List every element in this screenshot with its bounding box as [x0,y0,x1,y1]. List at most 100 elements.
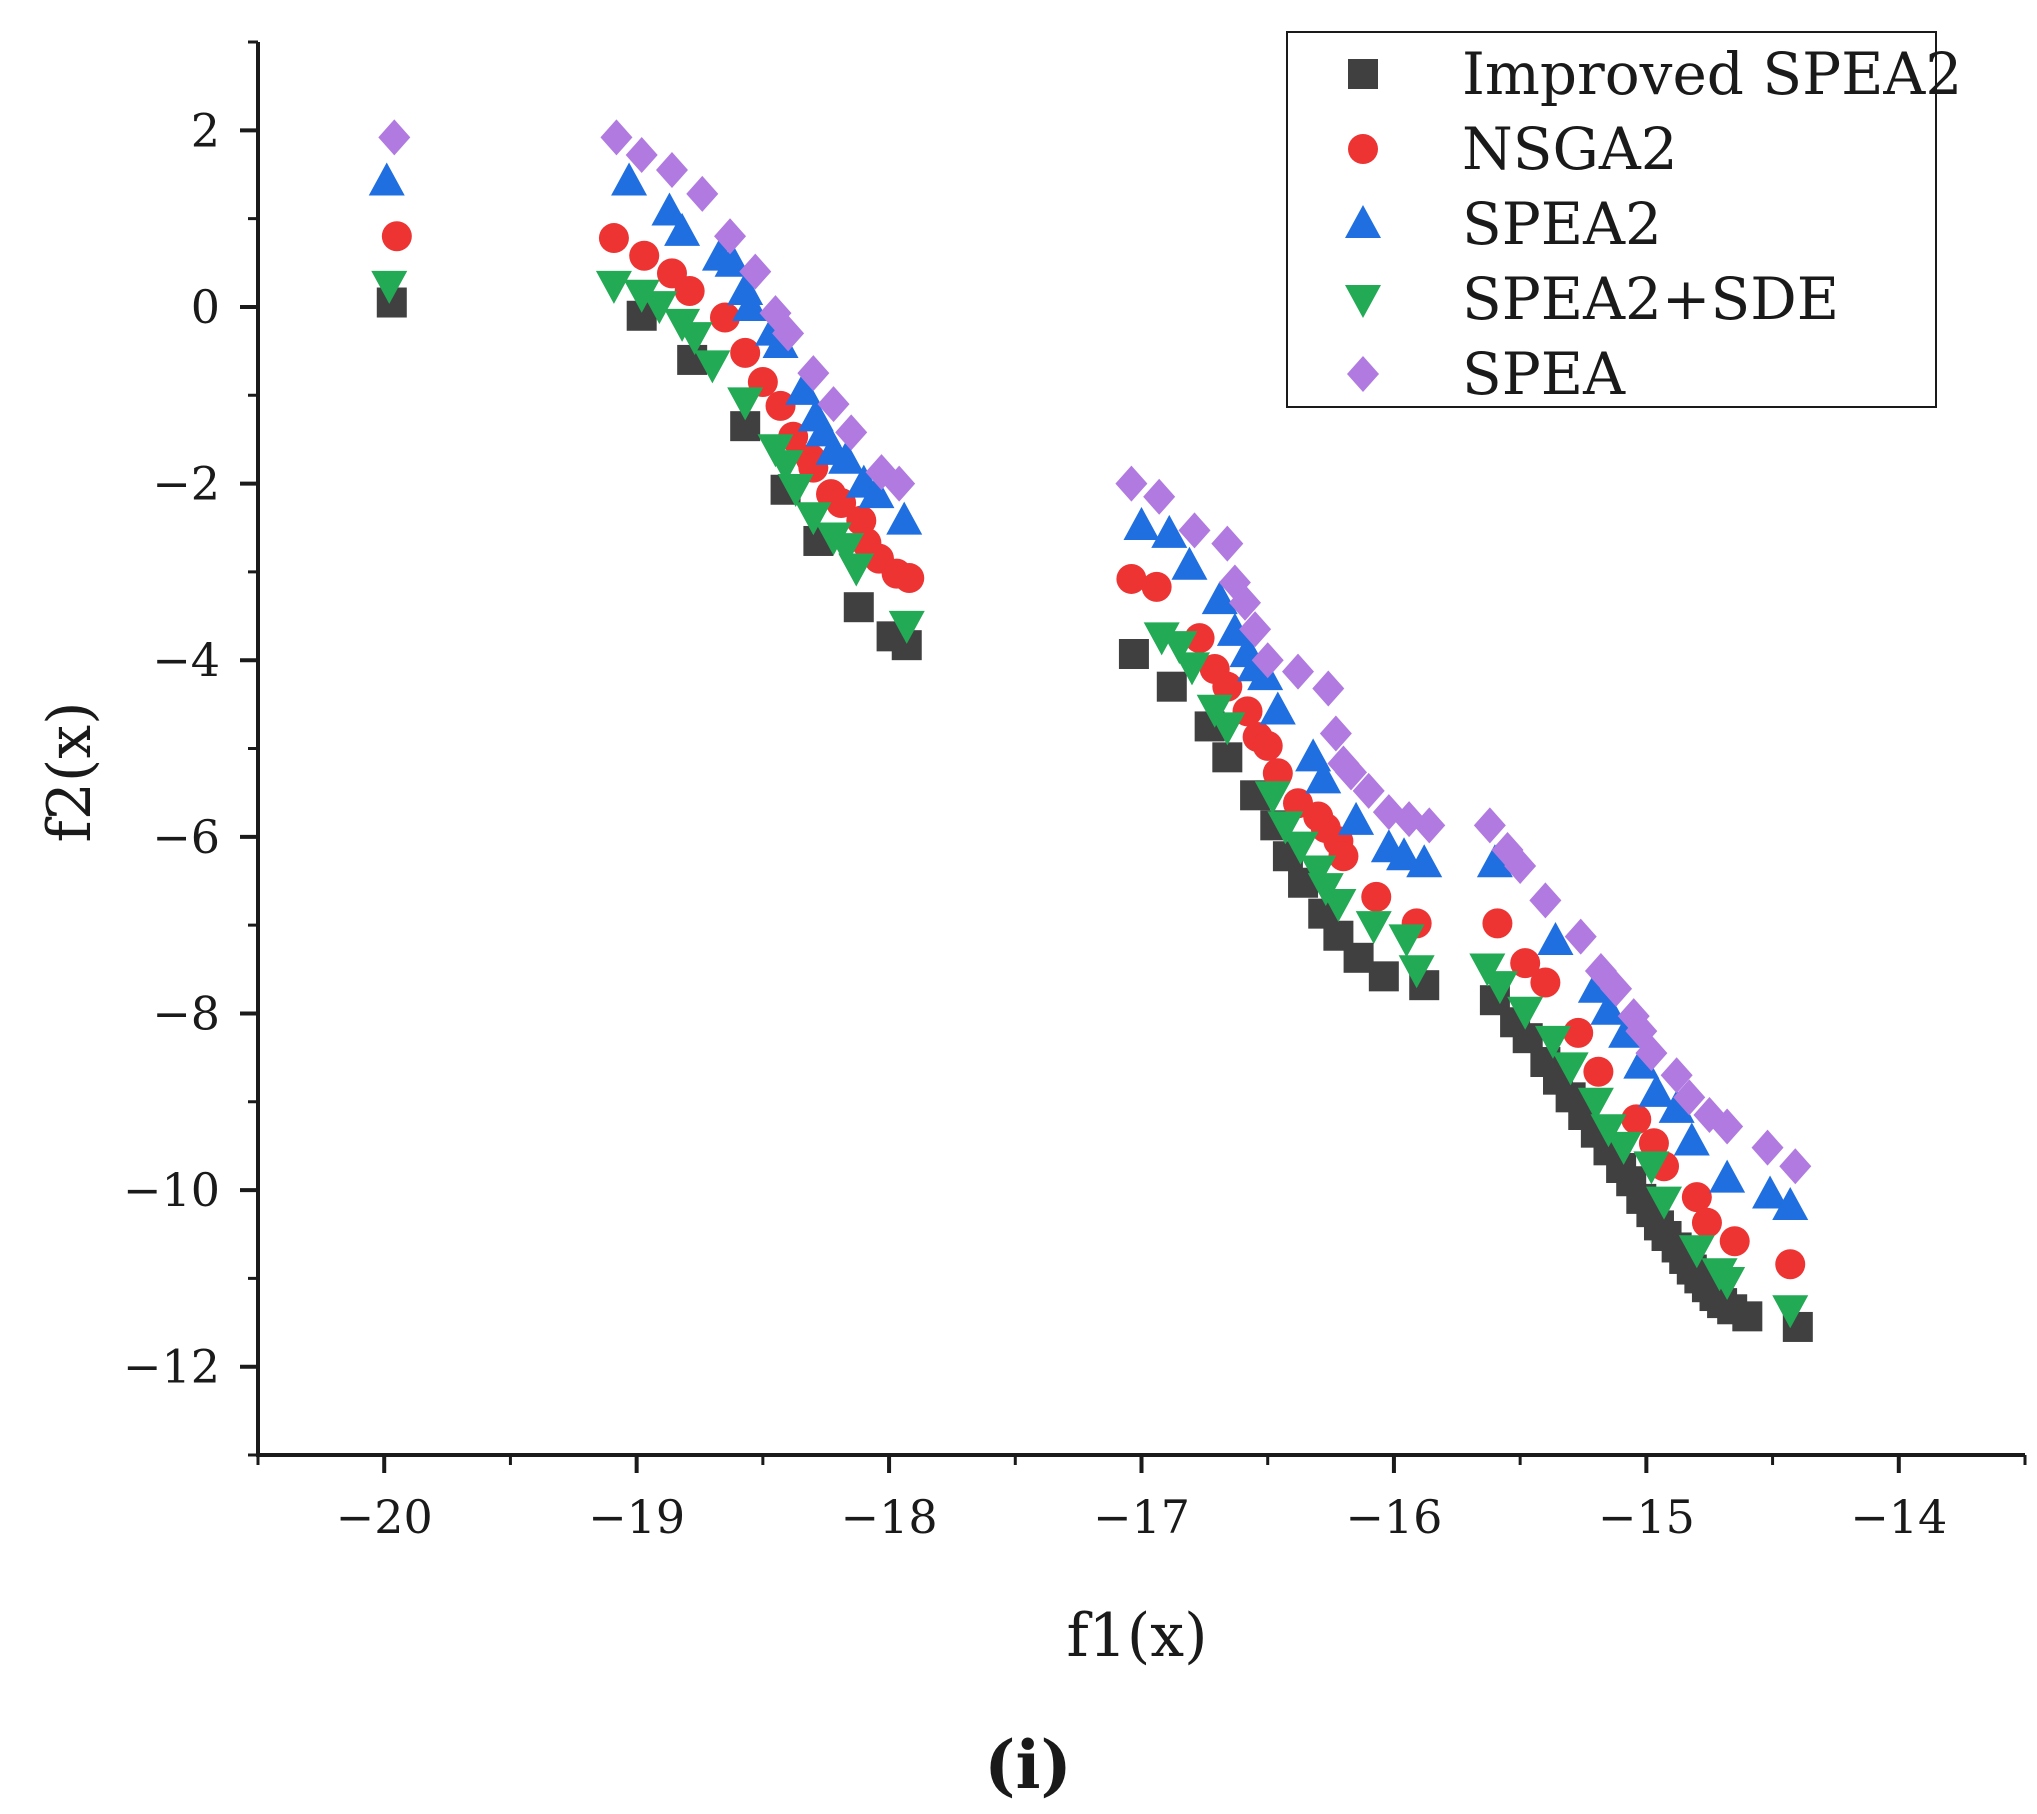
data-point [1658,1089,1695,1123]
series-spea2 [368,162,1809,1220]
data-point [641,291,678,325]
data-point [727,387,764,421]
data-point [1368,961,1399,992]
data-point [1681,1182,1712,1213]
data-point [1534,1025,1571,1059]
data-point [598,223,629,254]
data-point [664,212,701,246]
y-tick-label: −2 [152,457,220,511]
data-point [1779,1148,1812,1185]
data-point [1473,807,1506,844]
data-point [1638,1128,1669,1159]
data-point [655,152,688,189]
data-point [1552,1052,1589,1086]
data-point [1386,837,1423,871]
data-point [1361,881,1392,912]
data-point [1156,671,1187,702]
data-point [1633,1151,1670,1185]
data-point [1709,1267,1746,1301]
data-point [1711,1108,1744,1145]
data-point [1343,942,1374,973]
data-point [838,553,875,587]
data-point [1116,563,1147,594]
data-point [1305,760,1342,794]
data-point [1507,996,1544,1030]
data-point [1212,671,1243,702]
data-point [785,371,822,405]
data-point [1678,1235,1715,1269]
data-point [1617,998,1650,1035]
legend: Improved SPEA2 NSGA2 SPEA2 SPEA2+SDE SPEA [1286,31,1962,408]
data-point [1352,772,1385,809]
data-point [1252,730,1283,761]
data-point [886,501,923,535]
data-point [1355,911,1392,945]
data-point [1635,1035,1668,1072]
data-point [1590,1114,1627,1148]
data-point [623,279,660,313]
data-point [1469,953,1506,987]
data-point [1282,831,1319,865]
data-point [1772,1295,1809,1329]
x-tick-label: −20 [336,1490,433,1544]
legend-label: SPEA [1462,340,1626,408]
data-point [1577,969,1614,1003]
legend-item: SPEA [1347,340,1626,408]
data-point [1228,584,1261,621]
data-point [1476,844,1513,878]
data-point [1123,506,1160,540]
series-improved-spea2 [376,287,1813,1342]
data-point [1406,844,1443,878]
data-point [1251,642,1284,679]
data-point [1577,1087,1614,1121]
data-point [1216,612,1253,646]
x-tick-label: −19 [588,1490,685,1544]
data-point [767,450,804,484]
data-point [1328,841,1359,872]
y-tick-label: 2 [191,103,220,157]
data-point [835,414,868,451]
x-tick-label: −18 [841,1490,938,1544]
data-point [1335,754,1368,791]
series-spea [378,119,1812,1185]
data-point [368,162,405,196]
legend-label: SPEA2+SDE [1462,265,1839,333]
data-point [1621,1104,1652,1135]
data-point [1312,670,1345,707]
y-tick-label: 0 [191,280,220,334]
legend-marker [1347,356,1379,392]
data-point [1691,1207,1722,1238]
data-point [714,218,747,255]
data-point [1320,889,1357,923]
data-point [1623,1045,1660,1079]
data-point [843,592,874,623]
chart-marks [368,119,1813,1342]
data-point [1719,1226,1750,1257]
data-point [828,440,865,474]
data-point [1673,1122,1710,1156]
legend-item: SPEA2+SDE [1345,265,1839,333]
data-point [1151,514,1188,548]
data-point [381,221,412,252]
data-point [1282,653,1315,690]
data-point [1510,948,1541,979]
data-point [629,240,660,271]
data-point [1143,478,1176,515]
data-point [600,119,633,156]
legend-item: Improved SPEA2 [1348,40,1962,108]
data-point [1590,991,1627,1025]
data-point [1481,971,1518,1005]
data-point [1196,694,1233,728]
data-point [1141,571,1172,602]
data-point [625,137,658,174]
data-point [765,390,796,421]
legend-marker [1345,205,1381,238]
data-point [651,192,688,226]
data-point [1178,512,1211,549]
data-point [1646,1186,1683,1220]
data-point [1530,967,1561,998]
data-point [714,243,751,277]
data-point [1184,623,1215,654]
data-point [1413,807,1446,844]
